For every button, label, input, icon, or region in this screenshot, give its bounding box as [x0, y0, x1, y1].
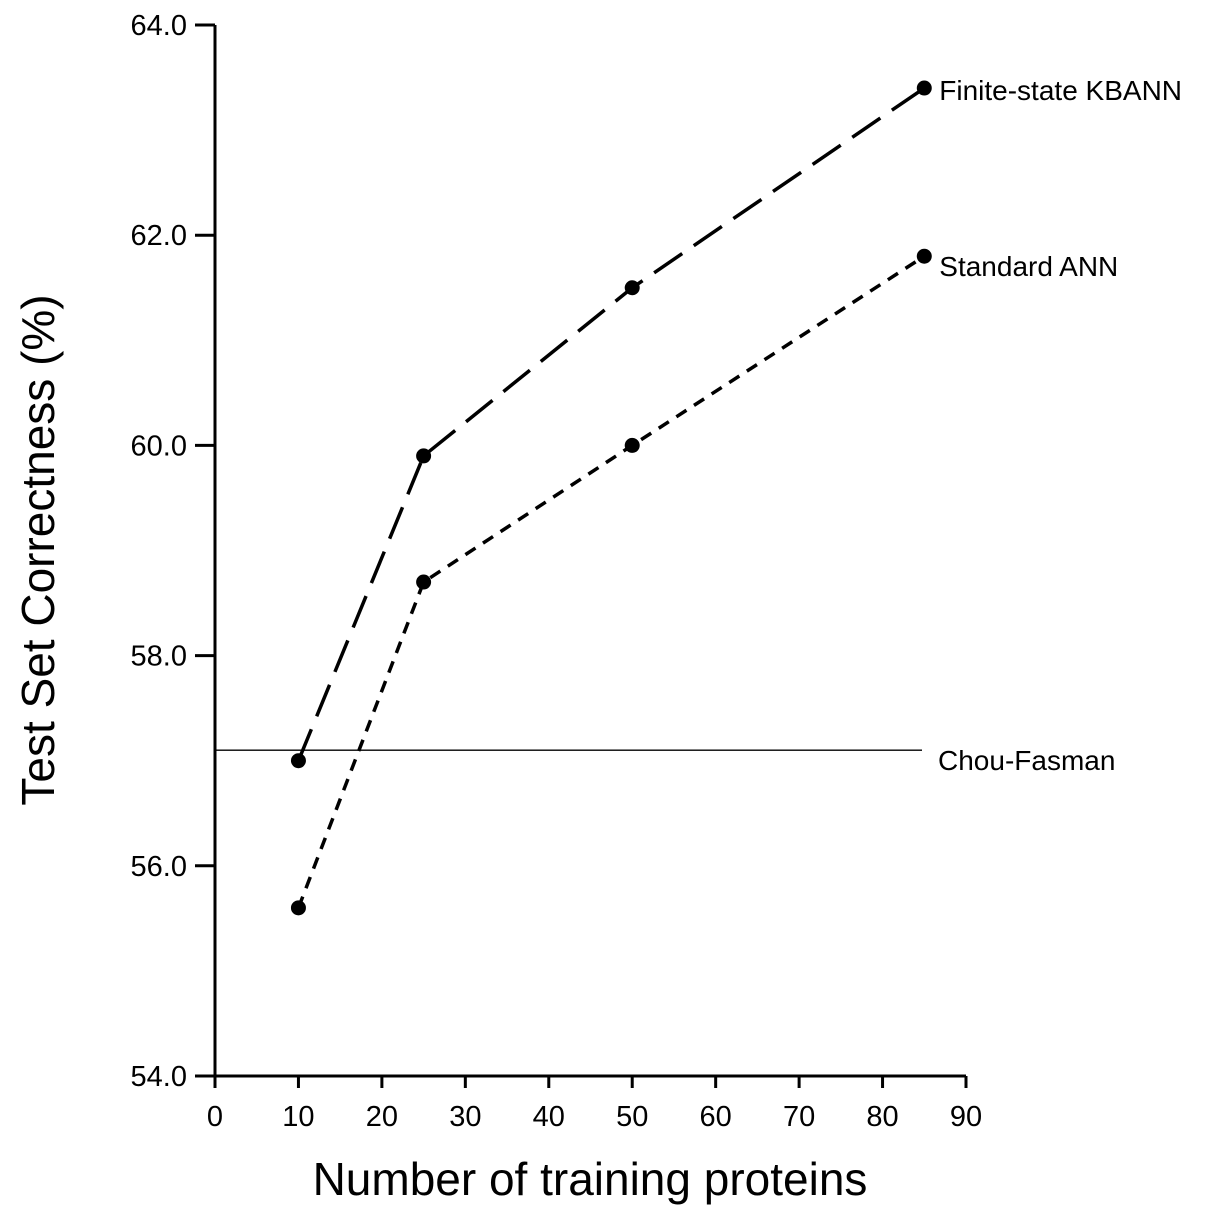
data-point — [416, 448, 432, 464]
y-tick-label: 64.0 — [131, 10, 187, 42]
y-tick-label: 62.0 — [131, 220, 187, 252]
series-label: Standard ANN — [939, 251, 1118, 282]
data-point — [624, 437, 640, 453]
x-tick-label: 70 — [783, 1101, 815, 1133]
x-tick-label: 50 — [616, 1101, 648, 1133]
series-line — [296, 86, 926, 762]
x-tick-label: 10 — [282, 1101, 314, 1133]
data-point — [624, 280, 640, 296]
x-ticks: 0 10 20 30 40 50 60 70 80 90 — [207, 1076, 982, 1133]
y-axis-title: Test Set Correctness (%) — [12, 294, 64, 805]
data-point — [290, 900, 306, 916]
y-tick-label: 58.0 — [131, 641, 187, 673]
reference-line-label: Chou-Fasman — [938, 745, 1115, 776]
y-tick-label: 56.0 — [131, 851, 187, 883]
x-axis-title: Number of training proteins — [313, 1153, 868, 1205]
x-tick-label: 80 — [866, 1101, 898, 1133]
x-tick-label: 90 — [950, 1101, 982, 1133]
series-label: Finite-state KBANN — [939, 75, 1182, 106]
y-ticks: 54.0 56.0 58.0 60.0 62.0 64.0 — [131, 10, 215, 1093]
x-tick-label: 40 — [533, 1101, 565, 1133]
y-tick-label: 60.0 — [131, 430, 187, 462]
x-tick-label: 30 — [449, 1101, 481, 1133]
data-point — [290, 753, 306, 769]
data-point — [416, 574, 432, 590]
x-tick-label: 20 — [366, 1101, 398, 1133]
y-tick-label: 54.0 — [131, 1061, 187, 1093]
x-tick-label: 0 — [207, 1101, 223, 1133]
x-tick-label: 60 — [700, 1101, 732, 1133]
reference-lines: Chou-Fasman — [215, 745, 1115, 776]
data-point — [916, 80, 932, 96]
data-point — [916, 248, 932, 264]
series-layer: Finite-state KBANN Standard ANN — [290, 75, 1182, 916]
series-line — [296, 254, 926, 909]
